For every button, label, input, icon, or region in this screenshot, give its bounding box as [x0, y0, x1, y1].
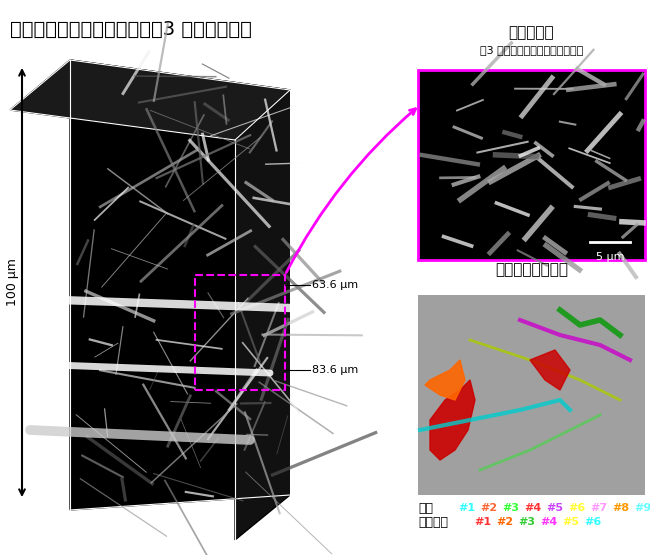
Text: #8: #8: [612, 503, 629, 513]
Text: #5: #5: [546, 503, 563, 513]
Text: #7: #7: [590, 503, 607, 513]
Text: #4: #4: [540, 517, 557, 527]
Bar: [418, 295, 645, 495]
Text: 83.6 μm: 83.6 μm: [312, 365, 358, 375]
Text: #6: #6: [568, 503, 585, 513]
Text: （3 次元画像を上下方向に投影）: （3 次元画像を上下方向に投影）: [480, 45, 583, 55]
Polygon shape: [425, 360, 465, 400]
Text: 神経突起の再構成: 神経突起の再構成: [495, 262, 568, 277]
Text: 大規模超解像イメージング（3 次元再構成）: 大規模超解像イメージング（3 次元再構成）: [10, 20, 252, 39]
Bar: [195, 275, 285, 390]
Text: 100 μm: 100 μm: [6, 259, 19, 306]
Text: 5 μm: 5 μm: [596, 252, 624, 262]
Polygon shape: [10, 60, 290, 140]
Text: 63.6 μm: 63.6 μm: [312, 280, 358, 290]
Text: #2: #2: [496, 517, 513, 527]
Bar: [418, 70, 645, 260]
Text: #4: #4: [524, 503, 541, 513]
Text: #6: #6: [584, 517, 601, 527]
Text: #5: #5: [562, 517, 579, 527]
Text: 軸索: 軸索: [418, 502, 433, 514]
Text: #3: #3: [518, 517, 535, 527]
Text: #9: #9: [634, 503, 650, 513]
Text: #1: #1: [458, 503, 475, 513]
Polygon shape: [70, 60, 290, 510]
Text: 樹状突起: 樹状突起: [418, 516, 448, 528]
Polygon shape: [235, 90, 290, 540]
Polygon shape: [530, 350, 570, 390]
Text: #2: #2: [480, 503, 497, 513]
Polygon shape: [430, 380, 475, 460]
Text: #1: #1: [474, 517, 491, 527]
Text: #3: #3: [502, 503, 519, 513]
Text: 超解像画像: 超解像画像: [509, 25, 554, 40]
